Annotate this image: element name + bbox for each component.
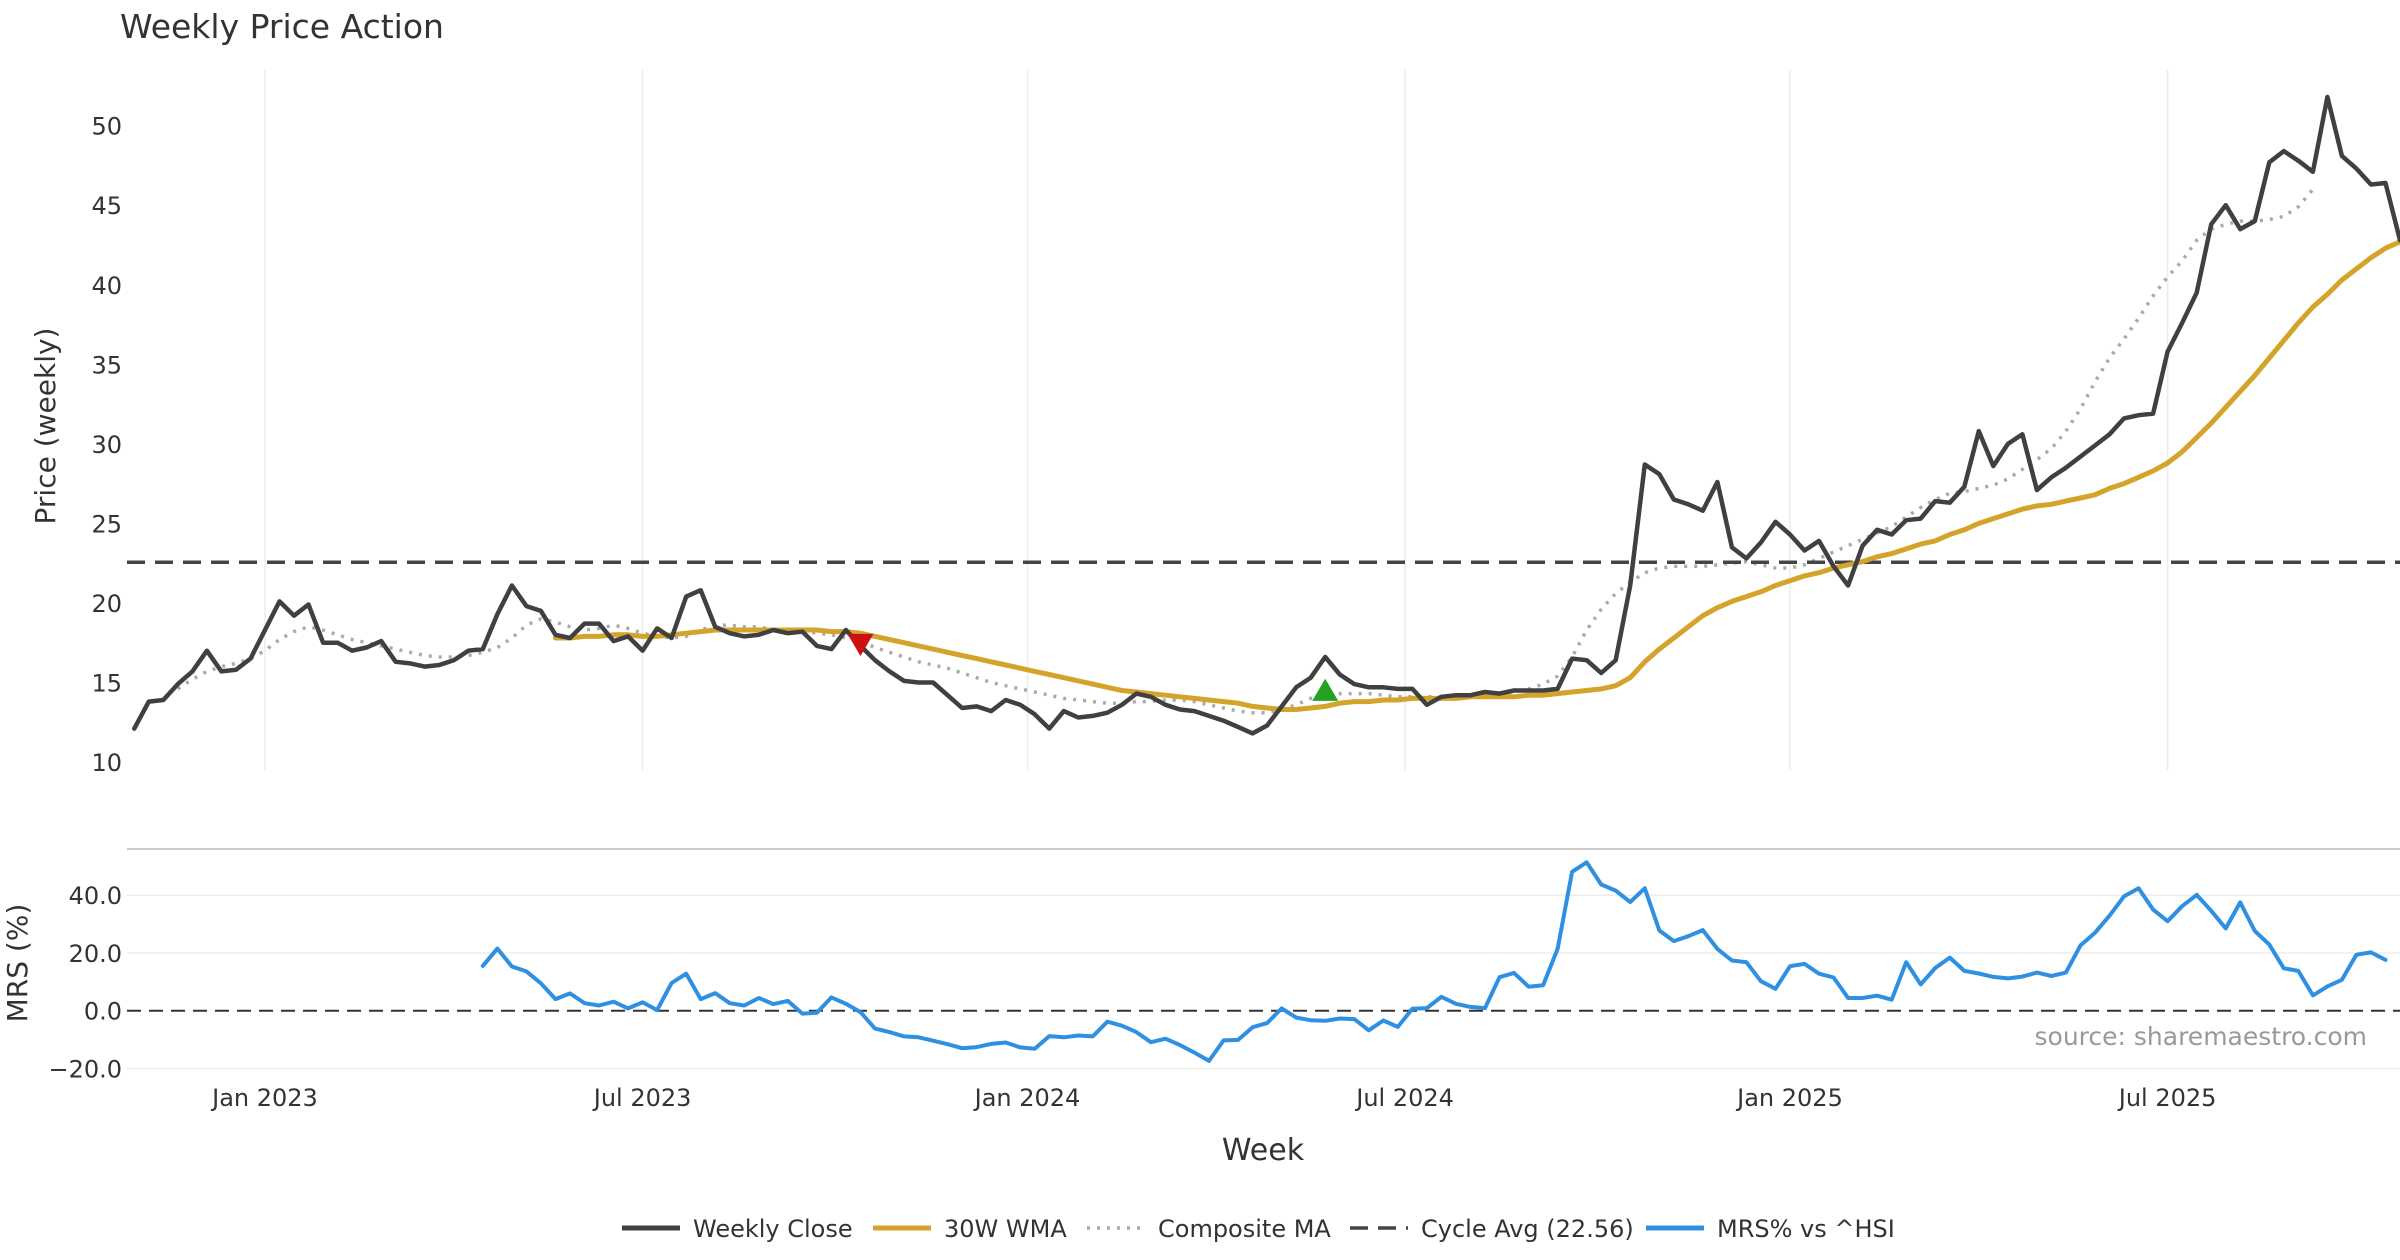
chart-title: Weekly Price Action: [120, 7, 444, 46]
x-axis-ticks: Jan 2023 Jul 2023 Jan 2024 Jul 2024 Jan 2025…: [210, 1084, 2216, 1112]
price-y-tick-35: 35: [91, 351, 122, 379]
price-y-tick-15: 15: [91, 670, 122, 698]
price-markers: [847, 633, 1339, 701]
mrs-y-tick-40: 40.0: [69, 882, 122, 910]
price-y-tick-20: 20: [91, 590, 122, 618]
mrs-grid: [127, 894, 2400, 1070]
price-y-ticks: 10 15 20 25 30 35 40 45 50: [91, 113, 122, 777]
mrs-y-ticks: −20.0 0.0 20.0 40.0: [48, 882, 122, 1083]
price-y-tick-50: 50: [91, 113, 122, 141]
x-axis-label: Week: [1222, 1133, 1305, 1168]
series-composite-ma: [176, 188, 2315, 715]
price-y-axis-label: Price (weekly): [29, 328, 62, 525]
mrs-y-axis-label: MRS (%): [1, 904, 34, 1023]
series-weekly-close: [132, 94, 2400, 736]
x-tick-jan-2023: Jan 2023: [210, 1084, 318, 1112]
price-y-tick-25: 25: [91, 510, 122, 538]
price-grid: [264, 70, 2169, 770]
price-series: [127, 94, 2400, 736]
x-tick-jul-2025: Jul 2025: [2117, 1084, 2217, 1112]
legend-label-cycle-avg-22-56: Cycle Avg (22.56): [1421, 1215, 1634, 1243]
x-tick-jan-2024: Jan 2024: [973, 1084, 1081, 1112]
series-mrs-vs-hsi: [480, 860, 2388, 1063]
price-y-tick-30: 30: [91, 431, 122, 459]
legend-label-composite-ma: Composite MA: [1158, 1215, 1331, 1243]
price-y-tick-40: 40: [91, 272, 122, 300]
legend-label-mrs-vs-hsi: MRS% vs ^HSI: [1717, 1215, 1895, 1243]
series-30w-wma: [553, 238, 2400, 712]
mrs-y-tick-20: −20.0: [48, 1055, 122, 1083]
source-note: source: sharemaestro.com: [2035, 1022, 2368, 1051]
price-y-tick-45: 45: [91, 192, 122, 220]
legend: Weekly Close 30W WMA Composite MA Cycle Avg…: [622, 1215, 1895, 1243]
sell-signal-marker: [847, 633, 874, 657]
mrs-y-tick-0: 0.0: [84, 998, 122, 1026]
price-y-tick-10: 10: [91, 749, 122, 777]
legend-label-30w-wma: 30W WMA: [944, 1215, 1067, 1243]
x-tick-jul-2023: Jul 2023: [592, 1084, 692, 1112]
mrs-series: [480, 860, 2388, 1063]
buy-signal-marker: [1312, 678, 1339, 701]
mrs-y-tick-20: 20.0: [69, 940, 122, 968]
x-tick-jul-2024: Jul 2024: [1354, 1084, 1454, 1112]
legend-label-weekly-close: Weekly Close: [693, 1215, 853, 1243]
x-tick-jan-2025: Jan 2025: [1735, 1084, 1843, 1112]
